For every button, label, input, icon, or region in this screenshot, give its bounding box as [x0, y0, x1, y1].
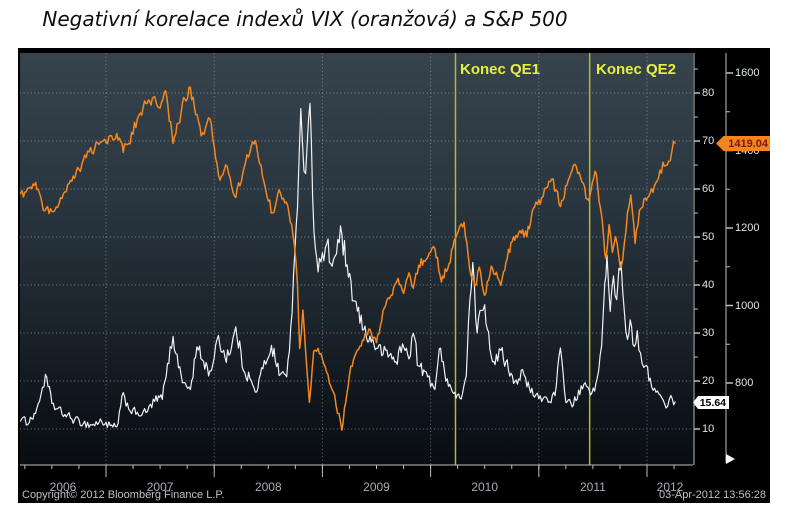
year-label: 2007 [146, 480, 174, 494]
spx-tick-label: 800 [735, 377, 754, 389]
spx-tick-label: 1600 [735, 67, 760, 79]
vix-tick-label: 70 [702, 135, 715, 147]
spx-line [19, 86, 676, 431]
chart-canvas[interactable] [18, 48, 770, 503]
vix-line [19, 102, 676, 429]
vix-tick-label: 10 [702, 423, 715, 435]
spx-axis-end-arrow [726, 454, 735, 464]
year-label: 2011 [579, 480, 606, 494]
year-label: 2010 [471, 480, 499, 494]
vix-tick-label: 30 [702, 327, 715, 339]
year-label: 2006 [49, 480, 77, 494]
vix-tick-label: 20 [702, 375, 715, 387]
spx-tick-label: 1000 [735, 299, 760, 312]
timestamp-text: 03-Apr-2012 13:56:28 [658, 489, 766, 501]
qe2-event-label: Konec QE2 [596, 61, 677, 78]
vix-tick-label: 60 [702, 183, 715, 195]
spx-tick-label: 1200 [735, 222, 760, 234]
plot-background [20, 53, 693, 465]
year-label: 2012 [656, 480, 684, 494]
vix-tick-label: 50 [702, 231, 715, 243]
vix-tick-label: 80 [702, 87, 715, 99]
chart-title: Negativní korelace indexů VIX (oranžová)… [42, 7, 568, 31]
chart-panel: Konec QE1 Konec QE2 80 70 60 50 40 30 20 10 160… [18, 48, 770, 503]
vix-last-price-tag: 15.64 [693, 396, 729, 409]
spx-last-price-tag: 1419.04 [716, 136, 770, 151]
copyright-text: Copyright© 2012 Bloomberg Finance L.P. [22, 489, 225, 501]
vix-tick-label: 40 [702, 279, 715, 291]
year-label: 2009 [363, 480, 390, 494]
year-label: 2008 [254, 480, 282, 494]
qe1-event-label: Konec QE1 [460, 61, 541, 78]
